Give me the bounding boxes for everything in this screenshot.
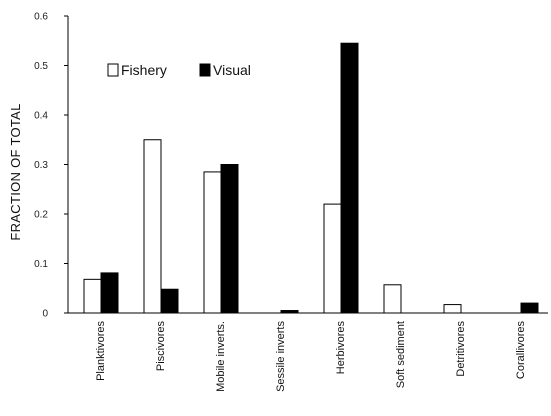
axes [67, 16, 548, 314]
bar-fishery-piscivores [143, 139, 162, 314]
bar-fishery-soft-sediment [383, 284, 402, 314]
legend: Fishery Visual [107, 62, 251, 78]
bar-visual-herbivores [340, 42, 359, 314]
legend-label-visual: Visual [213, 62, 251, 78]
bar-fishery-detritivores [443, 304, 462, 314]
legend-label-fishery: Fishery [121, 62, 167, 78]
bar-fishery-herbivores [323, 203, 342, 314]
y-tick-label: 0.3 [34, 160, 48, 171]
bar-visual-planktivores [100, 272, 119, 314]
x-category-labels: Planktivores Piscivores Mobile inverts. Ses… [95, 321, 527, 392]
legend-swatch-visual [199, 63, 211, 77]
y-tick-label: 0.6 [34, 12, 48, 23]
y-tick-label: 0.4 [34, 111, 48, 122]
y-tick-label: 0.1 [34, 259, 48, 270]
bar-fishery-planktivores [83, 278, 102, 314]
legend-swatch-fishery [107, 63, 119, 77]
bars [83, 42, 539, 314]
x-category-label: Mobile inverts. [215, 321, 227, 392]
bar-visual-mobile-inverts [220, 164, 239, 314]
x-category-label: Soft sediment [395, 321, 407, 388]
x-category-label: Sessile inverts [275, 321, 287, 392]
bar-visual-sessile-inverts [280, 310, 299, 314]
x-category-label: Detritivores [455, 321, 467, 377]
x-category-label: Herbivores [335, 321, 347, 375]
y-tick-label: 0.5 [34, 61, 48, 72]
y-ticks: 0 0.1 0.2 0.3 0.4 0.5 0.6 [34, 12, 68, 320]
x-category-label: Planktivores [95, 321, 107, 381]
y-tick-label: 0.2 [34, 210, 48, 221]
x-category-label: Piscivores [155, 321, 167, 372]
y-axis-title: FRACTION OF TOTAL [8, 103, 23, 240]
bar-fishery-mobile-inverts [203, 171, 222, 314]
bar-visual-corallivores [520, 302, 539, 314]
bar-visual-piscivores [160, 288, 179, 314]
x-category-label: Corallivores [515, 321, 527, 380]
y-tick-label: 0 [42, 309, 48, 320]
